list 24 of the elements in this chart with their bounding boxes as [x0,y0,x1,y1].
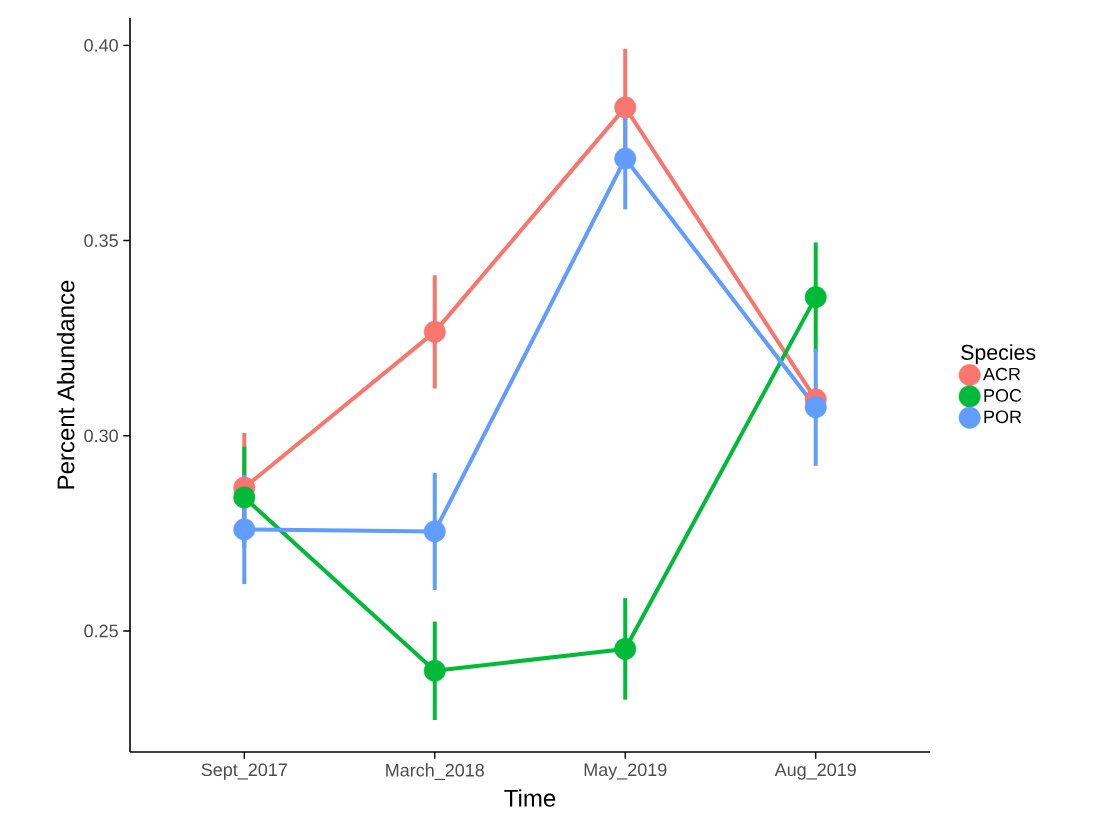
legend-label: POR [984,410,1022,424]
legend-label: POC [984,389,1022,402]
point [423,320,446,343]
point [614,147,637,170]
point [423,520,446,543]
y-tick-label: 0.30 [84,429,118,443]
x-tick-label: May_2019 [584,763,667,780]
x-axis-title: Time [504,789,556,807]
point [614,637,637,660]
point [233,486,256,509]
legend-title: Species [961,344,1036,365]
y-tick-label: 0.35 [84,234,118,247]
x-tick-label: Aug_2019 [774,763,856,780]
point [804,396,827,419]
x-tick-label: March_2018 [386,763,484,780]
point [804,286,827,309]
y-axis-title: Percent Abundance [56,280,75,489]
legend-label: ACR [983,367,1021,381]
point [614,96,637,119]
x-tick-label: Sept_2017 [201,763,287,780]
y-tick-label: 0.40 [84,38,118,52]
y-tick-label: 0.25 [84,624,118,638]
point [233,518,256,541]
point [423,659,446,682]
